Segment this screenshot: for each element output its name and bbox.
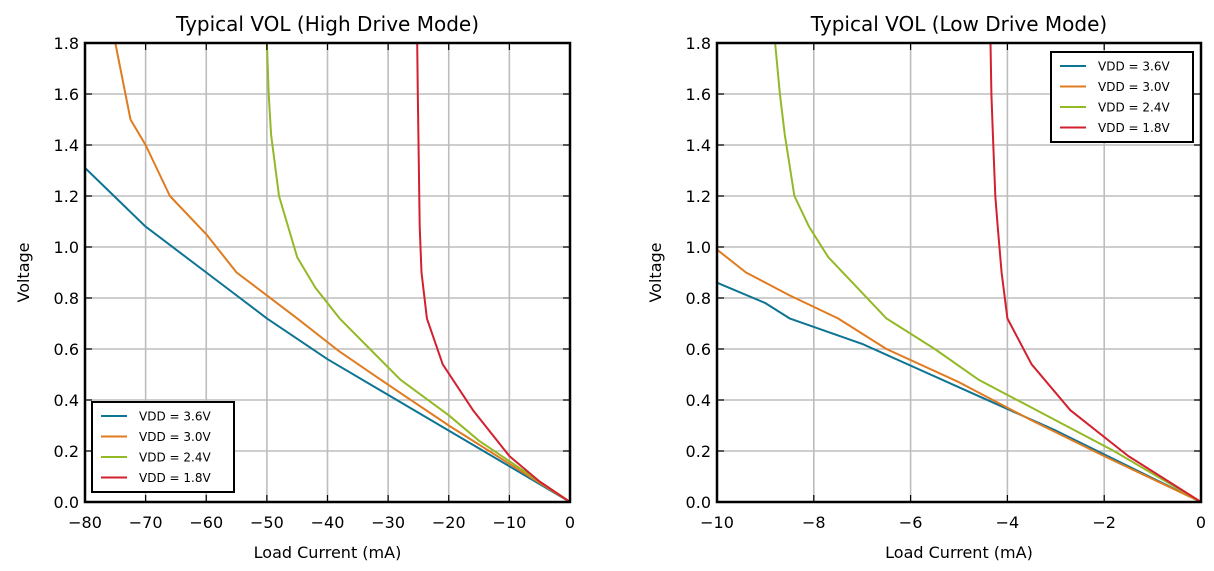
y-tick-label: 0.6 (686, 340, 711, 359)
x-tick-label: −10 (492, 513, 526, 532)
legend-label-4: VDD = 1.8V (139, 471, 211, 485)
y-tick-label: 0.0 (686, 493, 711, 512)
y-tick-label: 1.6 (686, 85, 711, 104)
y-tick-label: 1.2 (686, 187, 711, 206)
legend-label-3: VDD = 2.4V (139, 451, 211, 465)
x-tick-label: −2 (1092, 513, 1116, 532)
x-tick-label: −20 (432, 513, 466, 532)
x-tick-label: −6 (899, 513, 923, 532)
x-tick-label: −8 (802, 513, 826, 532)
chart-title: Typical VOL (High Drive Mode) (175, 12, 479, 36)
y-tick-label: 0.4 (54, 391, 79, 410)
legend-label-1: VDD = 3.6V (1098, 60, 1170, 74)
y-tick-label: 0.6 (54, 340, 79, 359)
legend-label-1: VDD = 3.6V (139, 410, 211, 424)
y-tick-label: 1.0 (686, 238, 711, 257)
series-line-1 (716, 281, 1202, 503)
x-tick-label: −60 (189, 513, 223, 532)
series-line-4 (416, 42, 571, 503)
x-tick-label: 0 (565, 513, 575, 532)
legend-label-3: VDD = 2.4V (1098, 101, 1170, 115)
y-axis-label: Voltage (14, 242, 33, 302)
legend-label-2: VDD = 3.0V (139, 430, 211, 444)
y-tick-label: 0.2 (54, 442, 79, 461)
y-tick-label: 1.4 (686, 136, 711, 155)
x-tick-label: −10 (700, 513, 734, 532)
series-line-4 (989, 42, 1202, 503)
y-tick-label: 1.2 (54, 187, 79, 206)
x-tick-label: −70 (129, 513, 163, 532)
y-axis-label: Voltage (646, 242, 665, 302)
series-line-1 (84, 167, 571, 503)
x-tick-label: −50 (250, 513, 284, 532)
legend-label-4: VDD = 1.8V (1098, 121, 1170, 135)
series-line-2 (114, 42, 571, 503)
legend-label-2: VDD = 3.0V (1098, 80, 1170, 94)
x-axis-label: Load Current (mA) (254, 543, 402, 562)
series-line-3 (265, 42, 571, 503)
series-line-2 (716, 248, 1202, 503)
chart-title: Typical VOL (Low Drive Mode) (810, 12, 1107, 36)
x-axis-label: Load Current (mA) (885, 543, 1033, 562)
x-tick-label: −40 (311, 513, 345, 532)
chart-1: −80 −70 −60 −50 −40 −30 −20 −10 0 0.0 0.2 0.4 0.6 0.8… (14, 12, 575, 562)
legend: VDD = 3.6V VDD = 3.0V VDD = 2.4V VDD = 1.8V (1050, 51, 1194, 143)
chart-2: −10 −8 −6 −4 −2 0 0.0 0.2 0.4 0.6 0.8 1.0 1.2 1.4 1.6 1… (646, 12, 1206, 562)
x-tick-label: −80 (68, 513, 102, 532)
y-tick-label: 1.6 (54, 85, 79, 104)
legend: VDD = 3.6V VDD = 3.0V VDD = 2.4V VDD = 1.8V (91, 401, 235, 493)
x-tick-label: 0 (1196, 513, 1206, 532)
y-tick-label: 0.2 (686, 442, 711, 461)
y-tick-label: 1.8 (686, 34, 711, 53)
y-tick-label: 1.8 (54, 34, 79, 53)
y-tick-label: 0.0 (54, 493, 79, 512)
y-tick-label: 1.4 (54, 136, 79, 155)
series-line-3 (774, 42, 1202, 503)
plot-frame (715, 41, 1203, 504)
y-tick-label: 0.8 (686, 289, 711, 308)
y-tick-label: 1.0 (54, 238, 79, 257)
y-tick-label: 0.8 (54, 289, 79, 308)
x-tick-label: −30 (371, 513, 405, 532)
y-tick-label: 0.4 (686, 391, 711, 410)
x-tick-label: −4 (996, 513, 1020, 532)
